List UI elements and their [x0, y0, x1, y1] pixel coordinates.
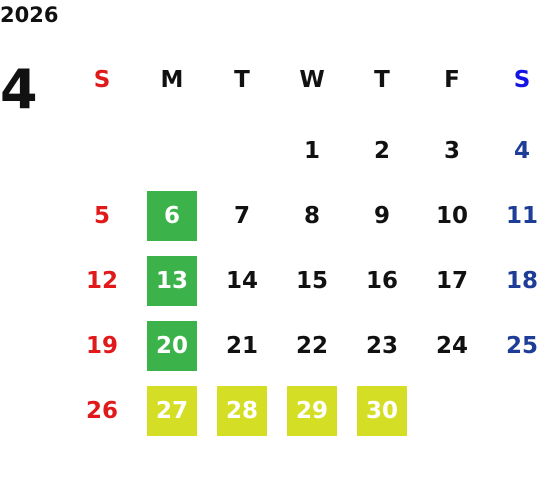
highlighted-day: 6	[147, 191, 197, 241]
year: 2026	[0, 3, 59, 27]
day: 22	[295, 333, 328, 359]
day: 10	[435, 203, 468, 229]
highlighted-day: 30	[357, 386, 407, 436]
weekday-header: F	[444, 67, 460, 93]
day: 24	[435, 333, 468, 359]
day: 21	[225, 333, 258, 359]
weekday-header: W	[299, 67, 325, 93]
month: 4	[0, 58, 38, 121]
day: 5	[93, 203, 110, 229]
day: 7	[233, 203, 250, 229]
day: 19	[85, 333, 118, 359]
day: 1	[303, 138, 320, 164]
day: 15	[295, 268, 328, 294]
day: 25	[505, 333, 538, 359]
weekday-header: M	[160, 67, 184, 93]
day: 9	[373, 203, 390, 229]
weekday-header: S	[513, 67, 531, 93]
weekday-header: T	[234, 67, 250, 93]
day: 12	[85, 268, 118, 294]
highlighted-day: 29	[287, 386, 337, 436]
highlighted-day: 13	[147, 256, 197, 306]
highlighted-day: 20	[147, 321, 197, 371]
day: 14	[225, 268, 258, 294]
day: 3	[443, 138, 460, 164]
day: 8	[303, 203, 320, 229]
day: 26	[85, 398, 118, 424]
weekday-header: T	[374, 67, 390, 93]
day: 23	[365, 333, 398, 359]
day: 4	[513, 138, 530, 164]
day: 17	[435, 268, 468, 294]
highlighted-day: 27	[147, 386, 197, 436]
day: 2	[373, 138, 390, 164]
day: 11	[505, 203, 538, 229]
highlighted-day: 28	[217, 386, 267, 436]
weekday-header: S	[93, 67, 111, 93]
day: 16	[365, 268, 398, 294]
day: 18	[505, 268, 538, 294]
